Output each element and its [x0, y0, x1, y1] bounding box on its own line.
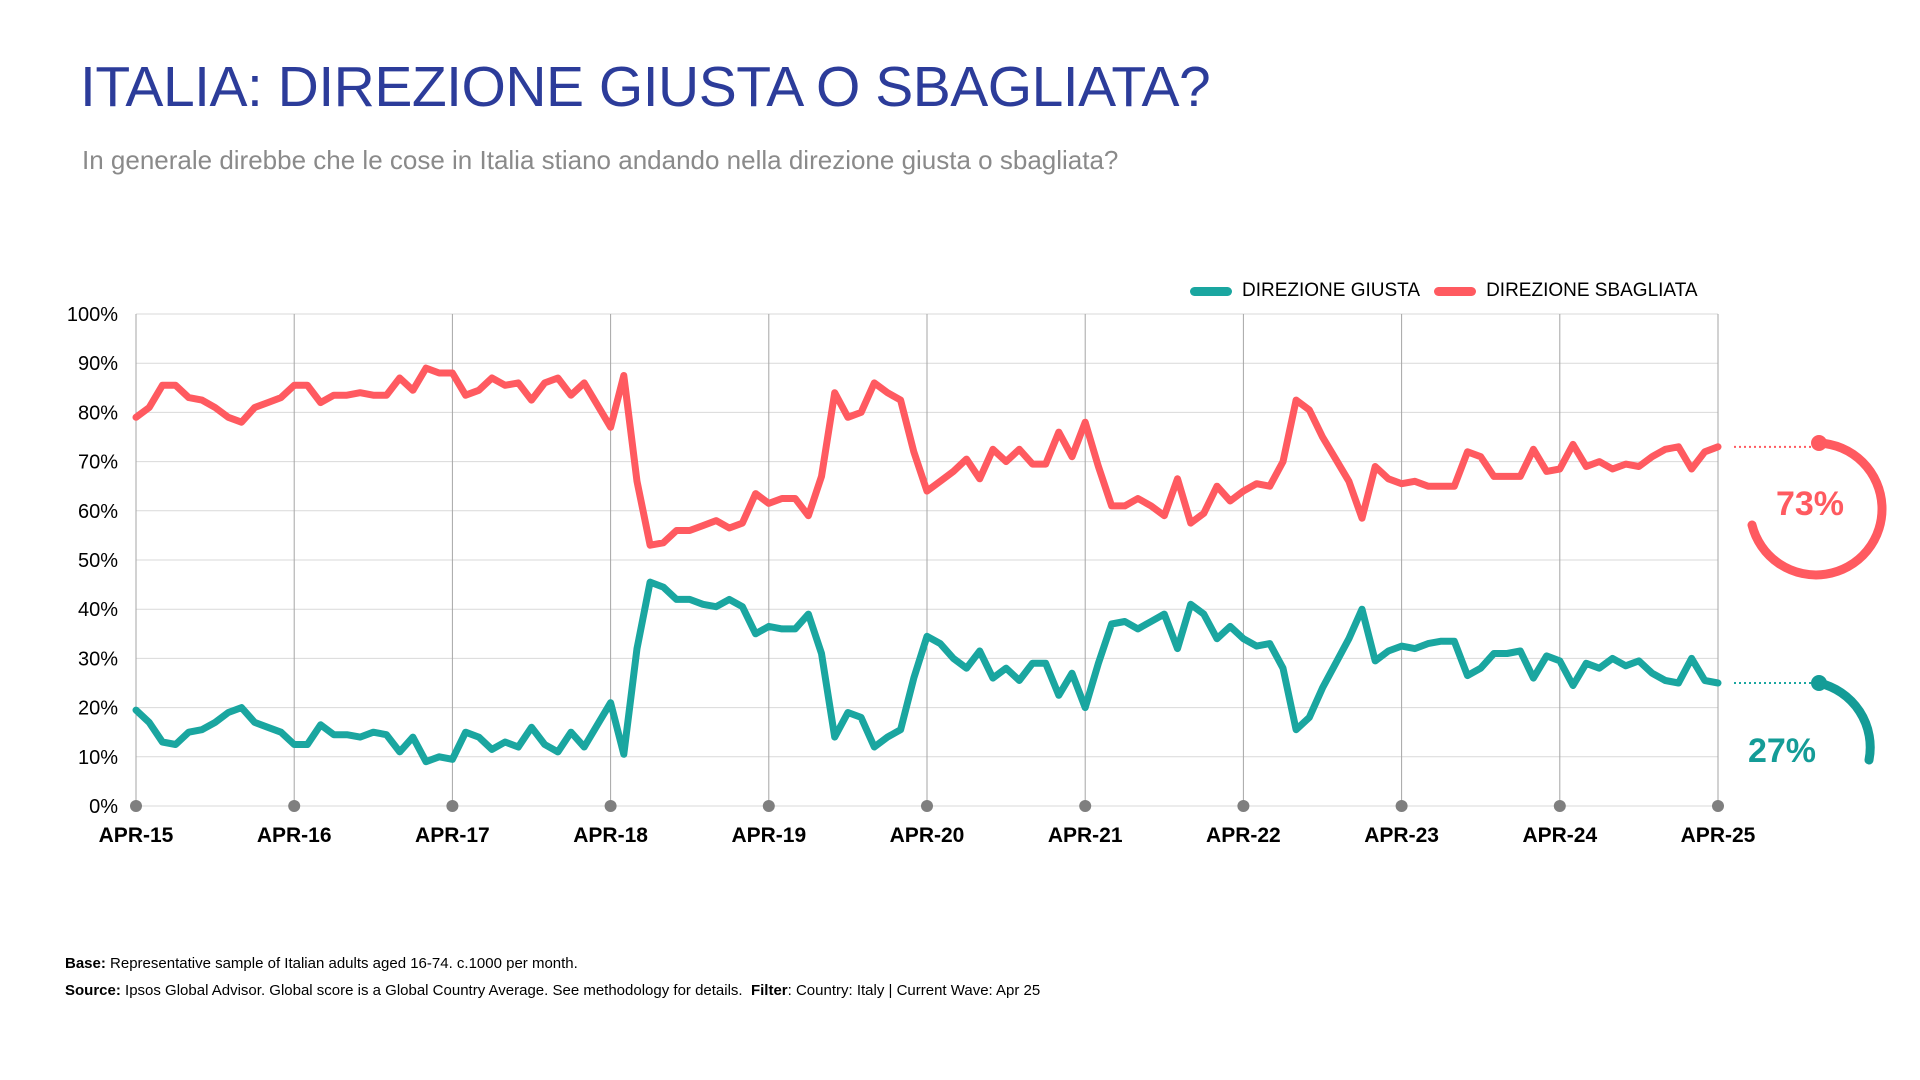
legend-item-giusta: DIREZIONE GIUSTA: [1190, 280, 1420, 302]
footnote-source: Source: Ipsos Global Advisor. Global sco…: [65, 977, 1040, 1004]
x-tick-label: APR-18: [573, 824, 648, 847]
callout-arc-giusta: [1814, 678, 1875, 765]
y-tick-label: 10%: [78, 747, 118, 769]
x-tick-dot: [1395, 800, 1408, 812]
y-tick-label: 90%: [78, 353, 118, 375]
chart-series: [132, 364, 1812, 766]
x-tick-dot: [1237, 800, 1250, 812]
x-tick-dot: [288, 800, 301, 812]
x-tick-label: APR-16: [257, 824, 332, 847]
series-line-giusta: [132, 578, 1722, 766]
x-tick-label: APR-20: [890, 824, 965, 847]
legend-label-sbagliata: DIREZIONE SBAGLIATA: [1486, 280, 1698, 301]
x-axis-ticks: APR-15 APR-16 APR-17 APR-18 APR-19 APR-20 APR-…: [99, 800, 1756, 847]
x-tick-label: APR-23: [1364, 824, 1439, 847]
footnote-base-label: Base:: [65, 955, 106, 972]
footnote-source-label: Source:: [65, 982, 121, 999]
y-tick-label: 60%: [78, 501, 118, 523]
footnotes: Base: Representative sample of Italian a…: [65, 950, 1040, 1004]
callout-dot-giusta: [1811, 675, 1827, 691]
y-tick-label: 0%: [89, 796, 118, 818]
x-tick-dot: [446, 800, 459, 812]
x-tick-dot: [921, 800, 933, 812]
footnote-source-text: Ipsos Global Advisor. Global score is a …: [125, 982, 743, 999]
footnote-filter-label: Filter: [750, 982, 788, 999]
legend-swatch-giusta: [1190, 286, 1232, 296]
footnote-base-text: Representative sample of Italian adults …: [110, 955, 578, 972]
x-tick-label: APR-21: [1048, 824, 1123, 847]
legend-swatch-sbagliata: [1434, 286, 1477, 296]
y-tick-label: 50%: [78, 550, 118, 572]
x-tick-label: APR-24: [1522, 824, 1597, 847]
y-tick-label: 30%: [78, 648, 118, 670]
x-tick-label: APR-22: [1206, 824, 1281, 847]
y-tick-label: 20%: [78, 698, 118, 720]
callout-value-giusta: 27%: [1748, 732, 1816, 770]
x-tick-label: APR-15: [99, 824, 174, 847]
series-line-sbagliata: [132, 364, 1722, 549]
legend-label-giusta: DIREZIONE GIUSTA: [1242, 280, 1421, 301]
x-tick-dot: [130, 800, 142, 812]
chart-grid: [135, 313, 1719, 807]
callout-value-sbagliata: 73%: [1776, 485, 1844, 523]
callout-arc-sbagliata: [1747, 438, 1887, 580]
y-tick-label: 80%: [78, 402, 118, 424]
chart-callouts: 73% 27%: [1747, 435, 1887, 770]
legend-item-sbagliata: DIREZIONE SBAGLIATA: [1434, 280, 1698, 302]
chart-legend: DIREZIONE GIUSTA DIREZIONE SBAGLIATA: [1190, 280, 1698, 302]
x-tick-dot: [762, 800, 775, 812]
x-tick-label: APR-25: [1681, 824, 1756, 847]
x-tick-dot: [1553, 800, 1566, 812]
footnote-base: Base: Representative sample of Italian a…: [65, 950, 1040, 977]
y-tick-label: 100%: [67, 304, 118, 326]
x-tick-label: APR-19: [731, 824, 806, 847]
y-tick-label: 70%: [78, 452, 118, 474]
callout-dot-sbagliata: [1811, 435, 1827, 451]
page-title: ITALIA: DIREZIONE GIUSTA O SBAGLIATA?: [80, 55, 1211, 119]
page-subtitle: In generale direbbe che le cose in Itali…: [82, 145, 1119, 175]
x-tick-dot: [1079, 800, 1092, 812]
y-axis-ticks: 0% 10% 20% 30% 40% 50% 60% 70% 80% 90% 100%: [67, 304, 118, 818]
x-tick-dot: [1712, 800, 1724, 812]
x-tick-dot: [604, 800, 617, 812]
y-tick-label: 40%: [78, 599, 118, 621]
x-tick-label: APR-17: [415, 824, 490, 847]
footnote-filter-text: : Country: Italy | Current Wave: Apr 25: [787, 982, 1041, 999]
